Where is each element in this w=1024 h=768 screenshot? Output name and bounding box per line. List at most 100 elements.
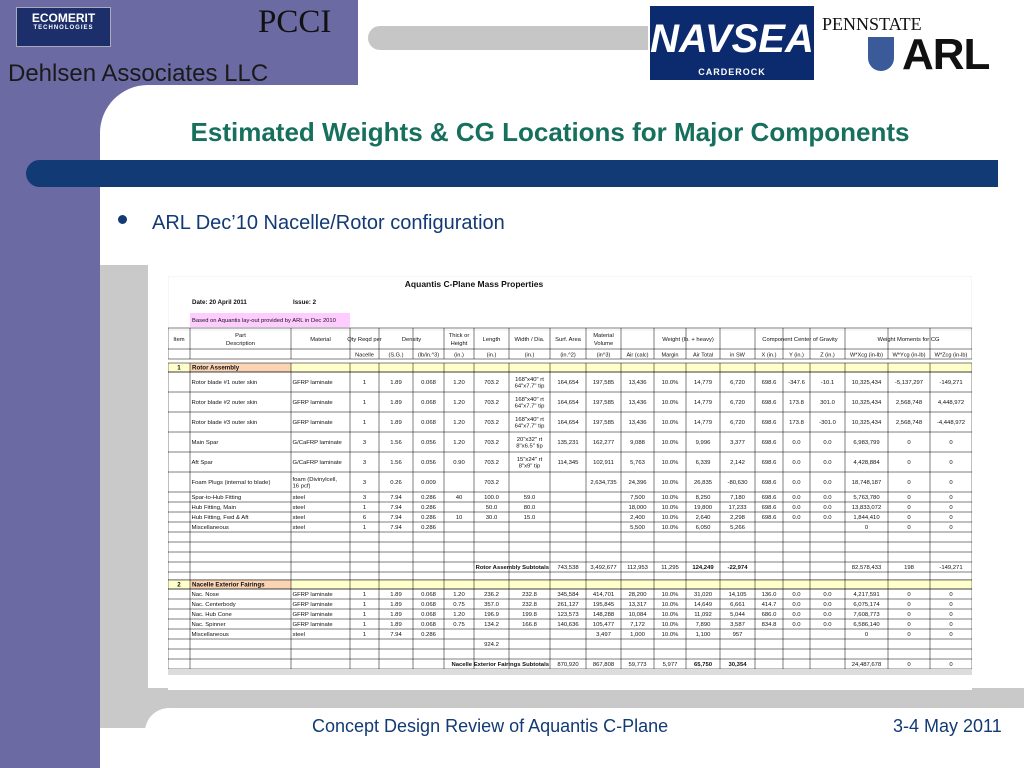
- table-cell-text: 703.2: [484, 380, 499, 386]
- table-cell-text: 164,654: [557, 420, 579, 426]
- table-cell-text: GFRP laminate: [293, 622, 334, 628]
- table-cell-text: 4,428,884: [853, 460, 880, 466]
- table-cell-text: 957: [733, 632, 743, 638]
- table-cell-text: Rotor blade #2 outer skin: [192, 400, 258, 406]
- table-cell-text: Foam Plugs (internal to blade): [192, 480, 271, 486]
- table-header-unit: Y (in.): [789, 353, 804, 359]
- table-cell-text: 703.2: [484, 440, 499, 446]
- table-cell-text: 6,720: [730, 400, 745, 406]
- pennstate-logo: PENNSTATE: [822, 14, 922, 34]
- table-cell-text: 9,996: [696, 440, 711, 446]
- section-header-row: [168, 363, 972, 372]
- table-cell-text: 20"x32" rt: [517, 437, 543, 443]
- table-cell-text: 1: [363, 400, 366, 406]
- table-cell-text: G/CaFRP laminate: [293, 440, 343, 446]
- table-cell-text: 162,277: [593, 440, 614, 446]
- table-cell-text: steel: [293, 505, 305, 511]
- table-cell-text: 82,578,433: [852, 565, 882, 571]
- table-cell-text: GFRP laminate: [293, 400, 334, 406]
- table-header-frame: [168, 276, 972, 331]
- table-cell-text: 15.0: [524, 515, 536, 521]
- table-issue: Issue: 2: [293, 299, 317, 306]
- table-cell-text: 8,250: [696, 495, 711, 501]
- table-note: Based on Aquantis lay-out provided by AR…: [192, 318, 336, 324]
- table-note-background: [190, 313, 350, 327]
- table-cell-text: 197,585: [593, 420, 615, 426]
- table-cell-text: Miscellaneous: [192, 632, 229, 638]
- table-cell-text: 0: [949, 525, 953, 531]
- pennstate-shield-icon: [868, 37, 894, 71]
- ecomerit-logo: ECOMERIT TECHNOLOGIES: [16, 7, 111, 47]
- table-cell-text: 114,345: [558, 460, 580, 466]
- table-cell-text: 13,833,072: [852, 505, 881, 511]
- table-cell-text: 0.286: [421, 495, 436, 501]
- table-cell-text: 18,748,187: [852, 480, 881, 486]
- table-cell-text: 7.94: [390, 505, 402, 511]
- table-cell-text: 199.8: [522, 612, 537, 618]
- ecomerit-logo-text: ECOMERIT: [31, 11, 96, 25]
- table-cell-text: steel: [293, 632, 305, 638]
- table-cell-text: 698.6: [762, 400, 777, 406]
- table-cell-text: 232.8: [522, 602, 537, 608]
- table-cell-text: 924.2: [484, 642, 499, 648]
- arl-logo: ARL: [902, 30, 990, 79]
- table-cell-text: 19,800: [694, 505, 713, 511]
- table-cell-text: 1.89: [390, 380, 401, 386]
- company-name: Dehlsen Associates LLC: [8, 60, 269, 87]
- section-name: Nacelle Exterior Fairings: [192, 582, 265, 589]
- footer-date: 3-4 May 2011: [893, 716, 1002, 736]
- table-cell-text: 197,585: [593, 380, 615, 386]
- table-cell-text: 148,288: [593, 612, 615, 618]
- table-cell-text: 6: [363, 515, 367, 521]
- navsea-logo-subtext: CARDEROCK: [698, 67, 766, 77]
- table-cell-text: 40: [456, 495, 463, 501]
- table-cell-text: 1.89: [390, 420, 401, 426]
- table-header-unit: W*Zcg (in-lb): [935, 353, 968, 359]
- table-cell-text: 1.20: [453, 592, 465, 598]
- table-cell-text: foam (Divinylcell,: [293, 477, 338, 483]
- table-cell-text: 3,492,677: [590, 565, 616, 571]
- table-header-unit: (S.G.): [389, 353, 404, 359]
- table-cell-text: 7,608,773: [853, 612, 880, 618]
- table-cell-text: 0: [907, 662, 911, 668]
- table-cell-text: 236.2: [484, 592, 499, 598]
- table-cell-text: 0.0: [792, 592, 801, 598]
- table-cell-text: 0.068: [421, 400, 436, 406]
- table-cell-text: 10.0%: [662, 495, 679, 501]
- table-cell-text: 870,920: [557, 662, 579, 668]
- table-cell-text: 10.0%: [662, 505, 679, 511]
- table-cell-text: 1.89: [390, 612, 401, 618]
- table-cell-text: 168"x40" rt: [515, 377, 544, 383]
- table-cell-text: -22,974: [728, 565, 749, 571]
- table-cell-text: 10.0%: [662, 525, 679, 531]
- table-cell-text: Nac. Hub Cone: [192, 612, 233, 618]
- table-cell-text: 0.0: [792, 495, 801, 501]
- table-cell-text: 1: [363, 380, 366, 386]
- table-cell-text: 80.0: [524, 505, 536, 511]
- table-cell-text: 7.94: [390, 525, 402, 531]
- table-cell-text: 31,020: [694, 592, 713, 598]
- table-cell-text: 0.009: [421, 480, 436, 486]
- table-cell-text: 0: [949, 505, 953, 511]
- table-header-cell: Material: [310, 337, 331, 343]
- table-header-cell: Material: [593, 333, 614, 339]
- table-cell-text: 4,217,591: [853, 592, 879, 598]
- table-cell-text: 10,325,434: [852, 380, 882, 386]
- table-cell-text: 0.056: [421, 440, 436, 446]
- top-gray-bar: [368, 26, 648, 50]
- table-cell-text: 6,661: [730, 602, 745, 608]
- table-cell-text: 10.0%: [662, 612, 679, 618]
- table-cell-text: 136.0: [762, 592, 777, 598]
- table-cell-text: 10.0%: [662, 632, 679, 638]
- table-title: Aquantis C-Plane Mass Properties: [405, 279, 544, 289]
- table-cell-text: 1.56: [390, 440, 402, 446]
- table-cell-text: -4,448,972: [937, 420, 965, 426]
- table-cell-text: 1.89: [390, 622, 401, 628]
- table-cell-text: 7.94: [390, 515, 402, 521]
- table-cell-text: Rotor blade #3 outer skin: [192, 420, 258, 426]
- table-cell-text: 0.0: [823, 460, 832, 466]
- table-cell-text: 16 pcf): [293, 483, 311, 489]
- table-cell-text: 18,000: [628, 505, 647, 511]
- table-cell-text: 0.0: [792, 612, 801, 618]
- table-cell-text: 166.8: [522, 622, 537, 628]
